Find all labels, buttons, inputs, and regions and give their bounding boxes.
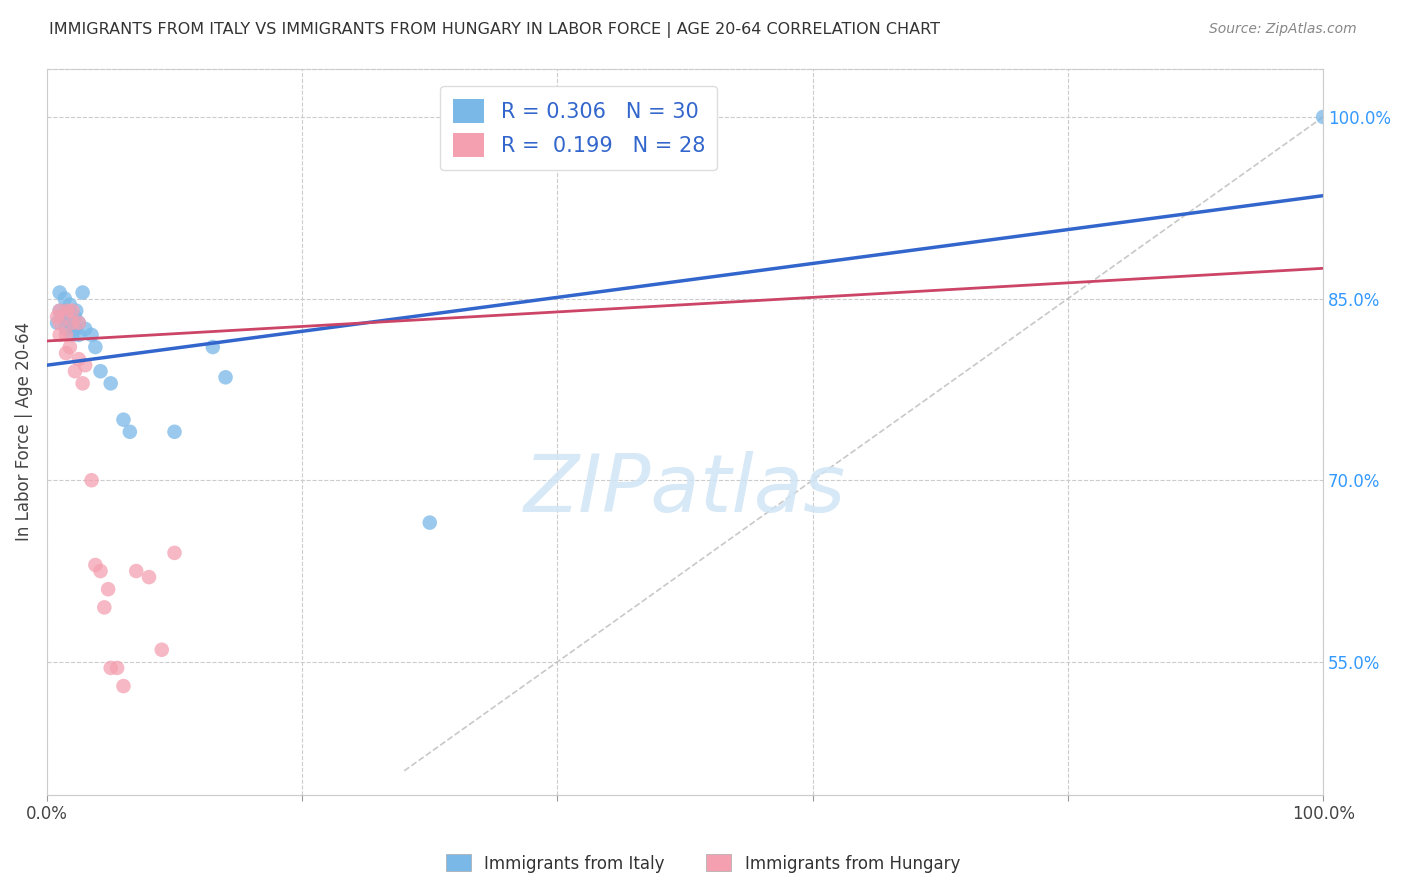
Point [46,316,69,330]
Point [48,327,70,342]
Point [138,570,160,584]
Point [67,352,90,367]
Point [55,322,77,336]
Point [84,340,107,354]
Text: ZIPatlas: ZIPatlas [524,451,846,529]
Point [93,600,115,615]
Point [48,285,70,300]
Point [112,679,135,693]
Point [72,376,94,391]
Point [112,412,135,426]
Point [48,303,70,318]
Point [55,310,77,324]
Point [59,298,82,312]
Point [56,303,79,318]
Point [67,316,90,330]
Point [89,564,111,578]
Point [51,310,73,324]
Point [163,425,186,439]
Point [75,322,97,336]
Point [62,316,84,330]
Point [150,642,173,657]
Y-axis label: In Labor Force | Age 20-64: In Labor Force | Age 20-64 [15,322,32,541]
Point [201,340,224,354]
Point [48,303,70,318]
Point [72,285,94,300]
Point [100,376,122,391]
Point [65,303,87,318]
Point [97,582,120,597]
Point [62,327,84,342]
Point [67,327,90,342]
Legend: Immigrants from Italy, Immigrants from Hungary: Immigrants from Italy, Immigrants from H… [439,847,967,880]
Point [80,327,103,342]
Point [62,303,84,318]
Point [482,110,505,124]
Point [59,340,82,354]
Point [63,310,86,324]
Point [55,327,77,342]
Point [56,303,79,318]
Point [84,558,107,572]
Point [89,364,111,378]
Point [46,310,69,324]
Point [63,322,86,336]
Point [105,661,128,675]
Text: Source: ZipAtlas.com: Source: ZipAtlas.com [1209,22,1357,37]
Point [1312,110,1334,124]
Point [48,316,70,330]
Text: IMMIGRANTS FROM ITALY VS IMMIGRANTS FROM HUNGARY IN LABOR FORCE | AGE 20-64 CORR: IMMIGRANTS FROM ITALY VS IMMIGRANTS FROM… [49,22,941,38]
Point [75,358,97,372]
Point [53,292,76,306]
Point [100,661,122,675]
Point [55,346,77,360]
Point [419,516,441,530]
Point [62,316,84,330]
Point [214,370,236,384]
Point [63,364,86,378]
Point [67,316,90,330]
Point [59,316,82,330]
Point [163,546,186,560]
Point [125,564,148,578]
Point [118,425,141,439]
Legend: R = 0.306   N = 30, R =  0.199   N = 28: R = 0.306 N = 30, R = 0.199 N = 28 [440,87,717,169]
Point [80,473,103,487]
